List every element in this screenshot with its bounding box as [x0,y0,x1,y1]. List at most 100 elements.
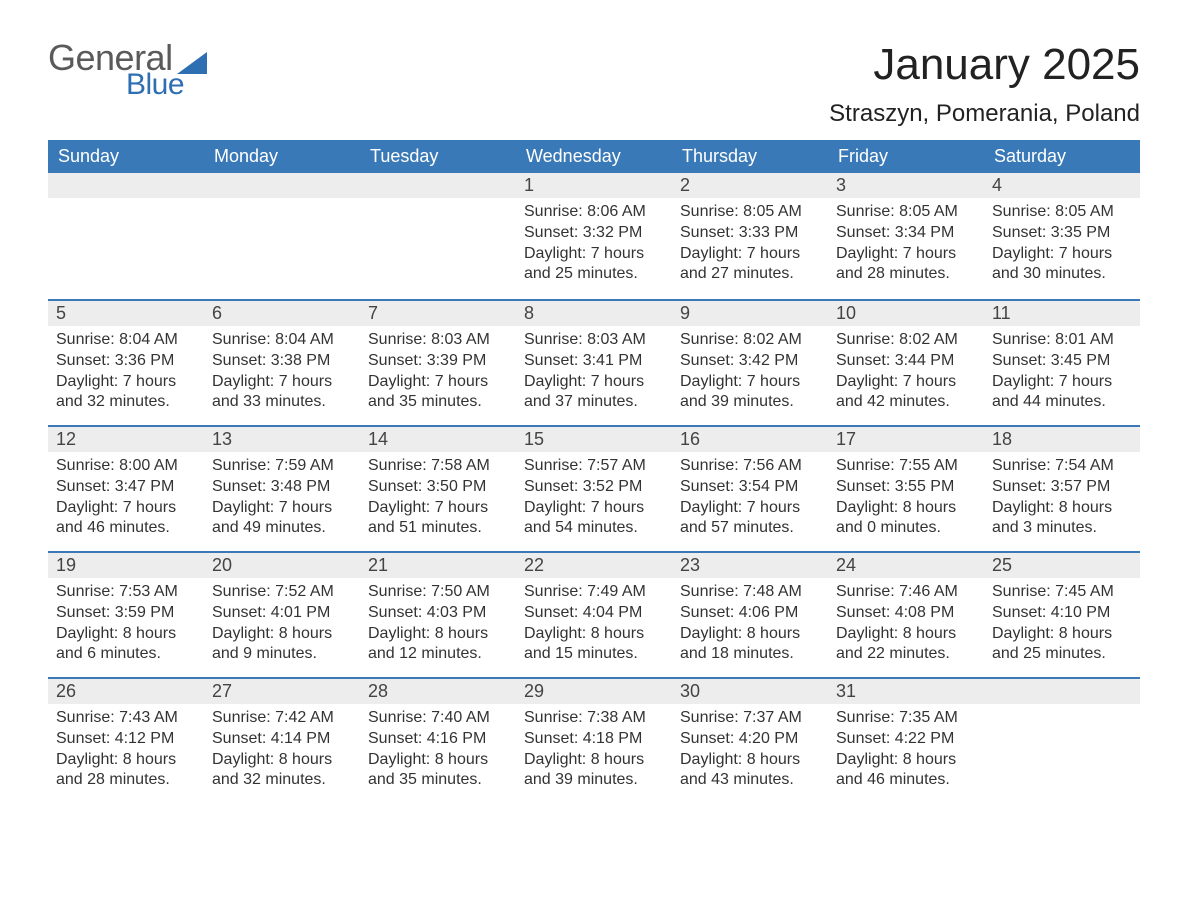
daylight-text: Daylight: 8 hours and 6 minutes. [56,624,196,666]
day-body: Sunrise: 8:05 AMSunset: 3:33 PMDaylight:… [672,198,828,293]
sunset-text: Sunset: 4:12 PM [56,729,196,750]
day-body: Sunrise: 8:02 AMSunset: 3:44 PMDaylight:… [828,326,984,421]
daylight-text: Daylight: 8 hours and 3 minutes. [992,498,1132,540]
calendar-cell: 27Sunrise: 7:42 AMSunset: 4:14 PMDayligh… [204,677,360,803]
calendar-cell: 4Sunrise: 8:05 AMSunset: 3:35 PMDaylight… [984,173,1140,299]
sunrise-text: Sunrise: 8:00 AM [56,456,196,477]
empty-day [360,173,516,198]
calendar-cell: 16Sunrise: 7:56 AMSunset: 3:54 PMDayligh… [672,425,828,551]
daylight-text: Daylight: 7 hours and 54 minutes. [524,498,664,540]
day-body: Sunrise: 8:04 AMSunset: 3:38 PMDaylight:… [204,326,360,421]
day-number: 23 [672,551,828,578]
calendar-week-row: 12Sunrise: 8:00 AMSunset: 3:47 PMDayligh… [48,425,1140,551]
empty-day [204,173,360,198]
day-body: Sunrise: 7:50 AMSunset: 4:03 PMDaylight:… [360,578,516,673]
daylight-text: Daylight: 7 hours and 44 minutes. [992,372,1132,414]
calendar-cell: 17Sunrise: 7:55 AMSunset: 3:55 PMDayligh… [828,425,984,551]
day-number: 20 [204,551,360,578]
day-body: Sunrise: 7:40 AMSunset: 4:16 PMDaylight:… [360,704,516,799]
sunset-text: Sunset: 4:06 PM [680,603,820,624]
logo-text-blue: Blue [126,70,207,100]
daylight-text: Daylight: 8 hours and 12 minutes. [368,624,508,666]
calendar-cell: 31Sunrise: 7:35 AMSunset: 4:22 PMDayligh… [828,677,984,803]
day-body: Sunrise: 8:00 AMSunset: 3:47 PMDaylight:… [48,452,204,547]
daylight-text: Daylight: 7 hours and 42 minutes. [836,372,976,414]
sunrise-text: Sunrise: 7:56 AM [680,456,820,477]
day-body: Sunrise: 8:06 AMSunset: 3:32 PMDaylight:… [516,198,672,293]
daylight-text: Daylight: 7 hours and 39 minutes. [680,372,820,414]
sunrise-text: Sunrise: 8:02 AM [836,330,976,351]
calendar-week-row: 26Sunrise: 7:43 AMSunset: 4:12 PMDayligh… [48,677,1140,803]
day-body: Sunrise: 8:03 AMSunset: 3:41 PMDaylight:… [516,326,672,421]
daylight-text: Daylight: 8 hours and 25 minutes. [992,624,1132,666]
day-number: 18 [984,425,1140,452]
day-body: Sunrise: 7:54 AMSunset: 3:57 PMDaylight:… [984,452,1140,547]
day-number: 24 [828,551,984,578]
calendar-cell: 9Sunrise: 8:02 AMSunset: 3:42 PMDaylight… [672,299,828,425]
sunrise-text: Sunrise: 7:57 AM [524,456,664,477]
day-number: 22 [516,551,672,578]
day-number: 17 [828,425,984,452]
sunrise-text: Sunrise: 7:35 AM [836,708,976,729]
day-body: Sunrise: 7:38 AMSunset: 4:18 PMDaylight:… [516,704,672,799]
sunset-text: Sunset: 3:36 PM [56,351,196,372]
calendar-cell: 11Sunrise: 8:01 AMSunset: 3:45 PMDayligh… [984,299,1140,425]
daylight-text: Daylight: 7 hours and 33 minutes. [212,372,352,414]
sunrise-text: Sunrise: 8:04 AM [56,330,196,351]
sunset-text: Sunset: 3:52 PM [524,477,664,498]
sunset-text: Sunset: 3:48 PM [212,477,352,498]
day-number: 3 [828,173,984,198]
day-body: Sunrise: 7:48 AMSunset: 4:06 PMDaylight:… [672,578,828,673]
sunset-text: Sunset: 3:59 PM [56,603,196,624]
sunset-text: Sunset: 3:42 PM [680,351,820,372]
day-body: Sunrise: 7:55 AMSunset: 3:55 PMDaylight:… [828,452,984,547]
sunrise-text: Sunrise: 7:53 AM [56,582,196,603]
day-body: Sunrise: 7:59 AMSunset: 3:48 PMDaylight:… [204,452,360,547]
sunset-text: Sunset: 3:35 PM [992,223,1132,244]
sunset-text: Sunset: 4:01 PM [212,603,352,624]
daylight-text: Daylight: 7 hours and 49 minutes. [212,498,352,540]
calendar-header-row: SundayMondayTuesdayWednesdayThursdayFrid… [48,140,1140,173]
calendar-cell: 29Sunrise: 7:38 AMSunset: 4:18 PMDayligh… [516,677,672,803]
calendar-cell: 19Sunrise: 7:53 AMSunset: 3:59 PMDayligh… [48,551,204,677]
daylight-text: Daylight: 7 hours and 30 minutes. [992,244,1132,286]
daylight-text: Daylight: 8 hours and 0 minutes. [836,498,976,540]
sunset-text: Sunset: 4:20 PM [680,729,820,750]
daylight-text: Daylight: 8 hours and 43 minutes. [680,750,820,792]
calendar-table: SundayMondayTuesdayWednesdayThursdayFrid… [48,140,1140,803]
sunrise-text: Sunrise: 7:58 AM [368,456,508,477]
empty-day [48,173,204,198]
location-label: Straszyn, Pomerania, Poland [829,100,1140,128]
sunset-text: Sunset: 3:50 PM [368,477,508,498]
day-body: Sunrise: 8:04 AMSunset: 3:36 PMDaylight:… [48,326,204,421]
calendar-cell: 10Sunrise: 8:02 AMSunset: 3:44 PMDayligh… [828,299,984,425]
sunset-text: Sunset: 3:32 PM [524,223,664,244]
day-number: 26 [48,677,204,704]
sunset-text: Sunset: 3:57 PM [992,477,1132,498]
day-body: Sunrise: 7:57 AMSunset: 3:52 PMDaylight:… [516,452,672,547]
sunrise-text: Sunrise: 8:05 AM [992,202,1132,223]
calendar-cell: 24Sunrise: 7:46 AMSunset: 4:08 PMDayligh… [828,551,984,677]
calendar-cell: 2Sunrise: 8:05 AMSunset: 3:33 PMDaylight… [672,173,828,299]
day-body: Sunrise: 8:03 AMSunset: 3:39 PMDaylight:… [360,326,516,421]
daylight-text: Daylight: 7 hours and 25 minutes. [524,244,664,286]
title-block: January 2025 Straszyn, Pomerania, Poland [829,40,1140,128]
daylight-text: Daylight: 7 hours and 51 minutes. [368,498,508,540]
calendar-cell: 8Sunrise: 8:03 AMSunset: 3:41 PMDaylight… [516,299,672,425]
calendar-cell: 22Sunrise: 7:49 AMSunset: 4:04 PMDayligh… [516,551,672,677]
calendar-cell: 23Sunrise: 7:48 AMSunset: 4:06 PMDayligh… [672,551,828,677]
day-number: 15 [516,425,672,452]
calendar-cell: 15Sunrise: 7:57 AMSunset: 3:52 PMDayligh… [516,425,672,551]
day-body: Sunrise: 7:35 AMSunset: 4:22 PMDaylight:… [828,704,984,799]
day-header: Monday [204,140,360,173]
sunrise-text: Sunrise: 8:03 AM [524,330,664,351]
day-number: 13 [204,425,360,452]
day-number: 28 [360,677,516,704]
calendar-cell: 20Sunrise: 7:52 AMSunset: 4:01 PMDayligh… [204,551,360,677]
day-number: 1 [516,173,672,198]
day-body: Sunrise: 7:43 AMSunset: 4:12 PMDaylight:… [48,704,204,799]
sunset-text: Sunset: 4:14 PM [212,729,352,750]
sunset-text: Sunset: 3:45 PM [992,351,1132,372]
sunrise-text: Sunrise: 7:40 AM [368,708,508,729]
day-header: Friday [828,140,984,173]
